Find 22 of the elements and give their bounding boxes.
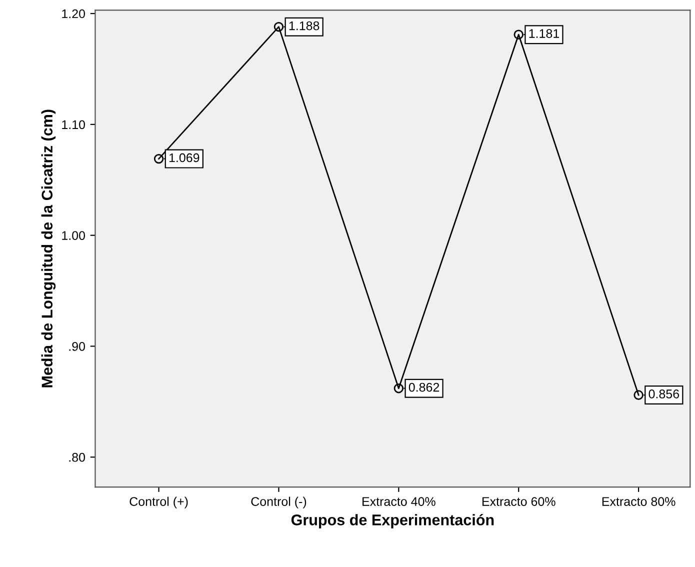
point (154, 154, 164, 164)
y-axis-title: Media de Longuitud de la Cicatriz (cm) (41, 110, 56, 388)
point (394, 383, 404, 394)
y-tick-label: 1.10 (62, 120, 86, 130)
x-tick-label: Control (-) (251, 496, 306, 508)
point (274, 22, 284, 32)
y-tick-label: .80 (69, 452, 86, 462)
data-label: 1.069 (169, 153, 200, 162)
x-tick-label: Extracto 80% (602, 497, 676, 506)
point (514, 30, 524, 40)
x-tick-label: Control (+) (130, 496, 188, 508)
point (634, 390, 644, 400)
data-label: 0.856 (648, 390, 680, 398)
data-label: 1.181 (529, 29, 560, 38)
x-tick-label: Extracto 60% (482, 497, 556, 506)
data-label: 0.862 (408, 382, 440, 392)
x-axis-title: Grupos de Experimentación (291, 514, 494, 528)
x-tick-label: Extracto 40% (362, 497, 436, 506)
data-label: 1.188 (289, 21, 320, 30)
y-tick-label: .90 (69, 342, 86, 351)
y-tick-label: 1.00 (62, 231, 86, 240)
y-tick-label: 1.20 (62, 9, 86, 18)
